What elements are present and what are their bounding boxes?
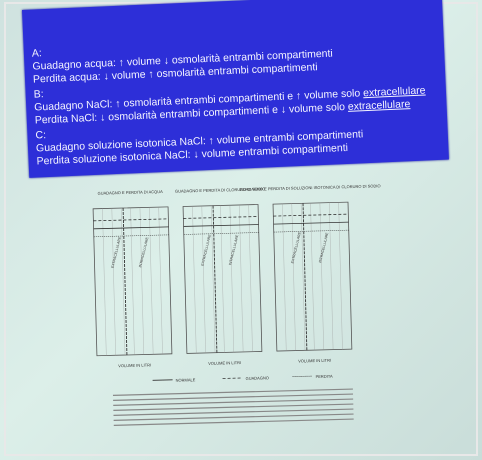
grid-line: [202, 206, 206, 353]
figure-group: GUADAGNO E PERDITA DI ACQUA VOLUME IN LIT…: [93, 183, 387, 425]
compartment-label: EXTRACELLULARE: [290, 231, 302, 264]
grid-line: [239, 205, 243, 352]
grid-line: [131, 208, 135, 355]
grid-line: [282, 204, 286, 351]
caption-line: [114, 414, 354, 420]
x-axis-label: VOLUME IN LITRI: [298, 358, 331, 364]
x-axis-label: VOLUME IN LITRI: [118, 362, 151, 368]
grid-line: [102, 209, 106, 356]
grid-line: [112, 208, 116, 355]
legend-label: NORMALE: [176, 377, 196, 383]
legend-label: PERDITA: [315, 374, 332, 379]
compartment-label: INTRACELLULARE: [138, 236, 149, 268]
legend-label: GUADAGNO: [246, 375, 269, 381]
legend-swatch: [223, 378, 243, 379]
divider: [303, 203, 307, 350]
slide-photo: A:Guadagno acqua: ↑ volume ↓ osmolarità …: [0, 0, 482, 460]
figure: GUADAGNO E PERDITA DI ACQUA VOLUME IN LIT…: [0, 0, 482, 460]
x-axis-label: VOLUME IN LITRI: [208, 360, 241, 366]
legend-swatch: [293, 376, 313, 377]
grid-line: [159, 207, 163, 354]
caption-line: [113, 394, 353, 400]
grid-line: [249, 205, 253, 352]
grid-line: [301, 203, 305, 350]
compartment-label: EXTRACELLULARE: [200, 233, 212, 266]
grid-line: [339, 202, 343, 349]
panel-title: GUADAGNO E PERDITA DI SOLUZIONI ISOTONIC…: [240, 183, 381, 192]
compartment-label: INTRACELLULARE: [318, 231, 329, 263]
divider: [123, 208, 127, 355]
grid-line: [149, 207, 153, 354]
grid-line: [329, 203, 333, 350]
grid-line: [192, 206, 196, 353]
legend-swatch: [153, 380, 173, 381]
grid-line: [121, 208, 125, 355]
compartment-label: EXTRACELLULARE: [110, 236, 122, 269]
grid-line: [140, 208, 144, 355]
grid-line: [292, 204, 296, 351]
compartment-label: INTRACELLULARE: [228, 234, 239, 266]
caption-line: [113, 409, 353, 415]
grid-line: [311, 203, 315, 350]
grid-line: [221, 205, 225, 352]
caption-line: [113, 389, 353, 395]
grid-line: [230, 205, 234, 352]
panel-title: GUADAGNO E PERDITA DI ACQUA: [97, 189, 163, 196]
grid-line: [211, 206, 215, 353]
caption-line: [113, 404, 353, 410]
grid-line: [320, 203, 324, 350]
caption-line: [114, 419, 354, 425]
divider: [213, 206, 217, 353]
caption-line: [113, 399, 353, 405]
